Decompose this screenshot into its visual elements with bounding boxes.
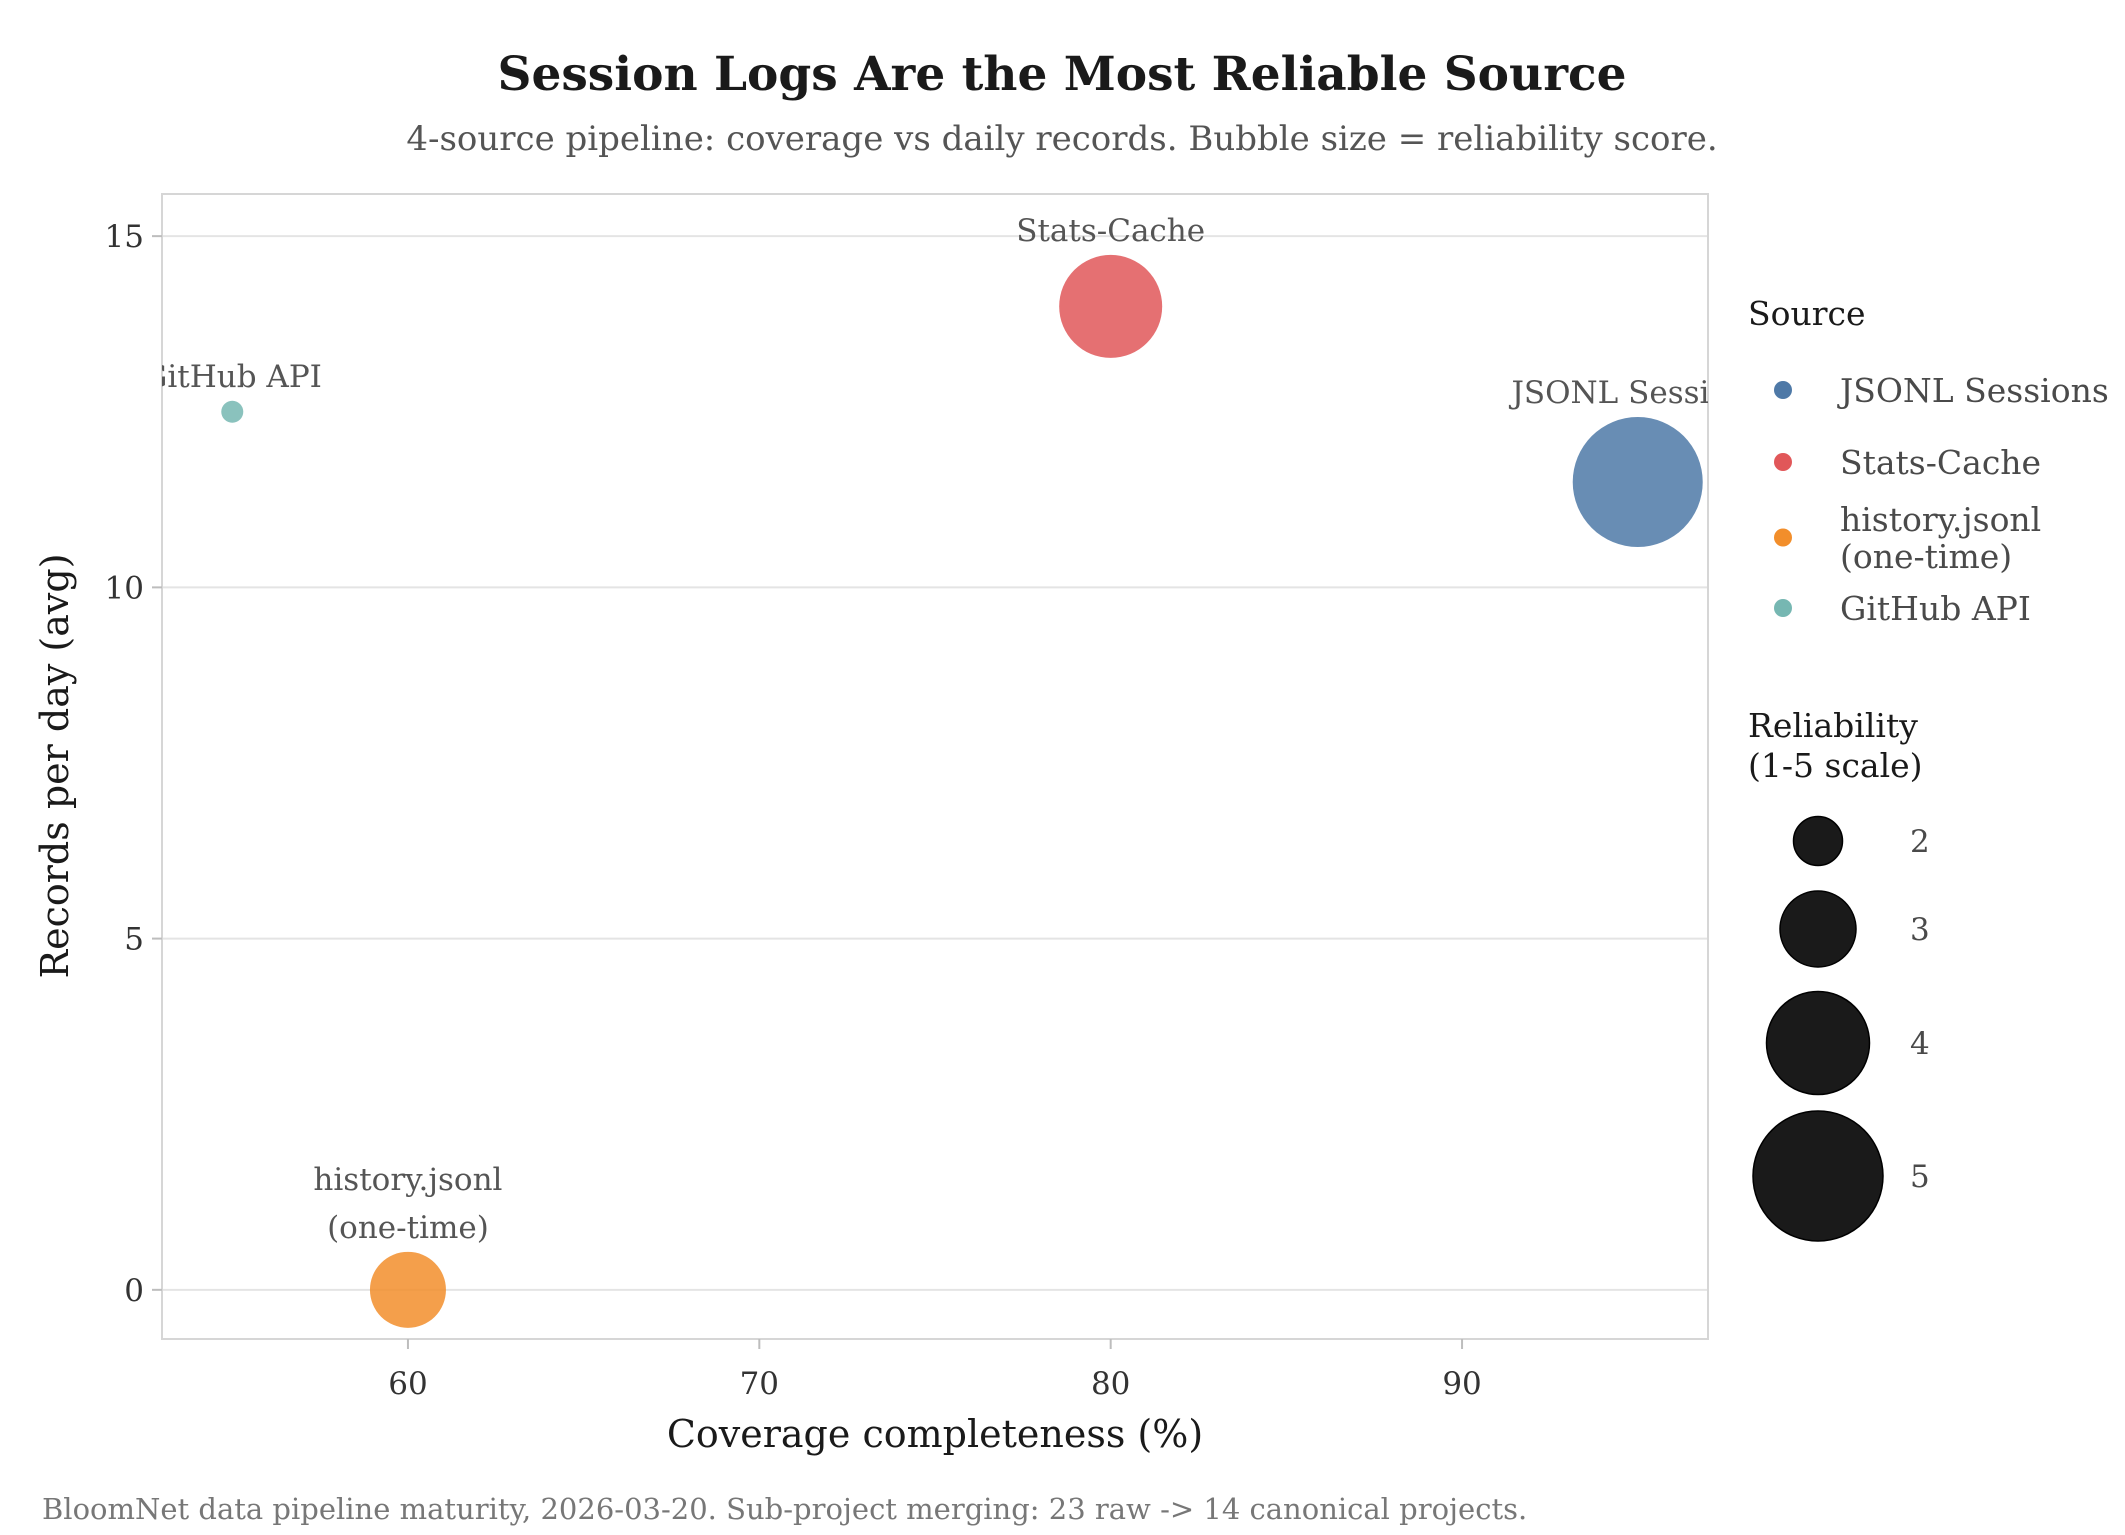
text-line: Reliability	[1748, 706, 1918, 745]
legend-source-title: Source	[1748, 294, 1866, 333]
y-tick-label: 0	[124, 1273, 144, 1309]
bubble-point	[1059, 254, 1163, 358]
bubble-point	[221, 400, 244, 423]
bubble-label: Stats-Cache	[1016, 213, 1205, 249]
chart-subtitle: 4-source pipeline: coverage vs daily rec…	[406, 119, 1717, 159]
y-axis-title: Records per day (avg)	[33, 553, 77, 978]
x-tick-label: 80	[1091, 1366, 1130, 1402]
legend-source-key	[1774, 528, 1792, 547]
y-tick-label: 15	[105, 219, 144, 255]
text-line: (1-5 scale)	[1748, 746, 1923, 785]
y-tick-label: 10	[105, 570, 144, 606]
chart-caption: BloomNet data pipeline maturity, 2026-03…	[42, 1492, 1527, 1526]
text-line: (one-time)	[327, 1210, 489, 1246]
bubble-label: GitHub API	[143, 359, 322, 395]
legend-size-key	[1779, 890, 1857, 968]
legend-size-label: 4	[1910, 1026, 1930, 1062]
x-axis-title: Coverage completeness (%)	[667, 1412, 1203, 1456]
bubble-label: JSONL Sessions	[1508, 375, 1764, 411]
bubble-point	[1572, 417, 1703, 548]
bubbles	[221, 254, 1703, 1328]
text-line: (one-time)	[1840, 537, 2012, 576]
legend-source-label: Stats-Cache	[1840, 443, 2041, 482]
text-line: Stats-Cache	[1840, 443, 2041, 482]
gridlines	[162, 235, 1708, 1291]
legend-size-key	[1752, 1110, 1884, 1242]
text-line: GitHub API	[143, 359, 322, 395]
legend-reliability-title: Reliability (1-5 scale)	[1748, 706, 1923, 785]
text-line: GitHub API	[1840, 589, 2031, 628]
chart-title: Session Logs Are the Most Reliable Sourc…	[498, 47, 1627, 102]
text-line: history.jsonl	[313, 1162, 502, 1198]
legend-reliability: Reliability (1-5 scale) 2 3 4 5	[1748, 706, 1930, 1242]
x-tick-label: 90	[1442, 1366, 1481, 1402]
point-labels: JSONL Sessions Stats-Cache history.jsonl (o…	[143, 213, 1764, 1246]
legend-source-label: history.jsonl (one-time)	[1840, 500, 2041, 576]
legend-source-key	[1774, 381, 1792, 399]
bubble-label: history.jsonl (one-time)	[313, 1162, 502, 1246]
legend-source-label: JSONL Sessions	[1837, 371, 2109, 410]
legend-size-label: 3	[1910, 912, 1930, 948]
axis-ticks: 0 5 10 15 60 70 80 90	[105, 219, 1482, 1402]
y-tick-label: 5	[124, 922, 144, 958]
legend-source-key	[1774, 453, 1792, 471]
legend-size-key	[1765, 990, 1871, 1096]
x-tick-label: 60	[388, 1366, 427, 1402]
legend-source-key	[1774, 599, 1792, 617]
text-line: history.jsonl	[1840, 500, 2041, 539]
text-line: JSONL Sessions	[1508, 375, 1764, 411]
legend-size-label: 5	[1910, 1159, 1930, 1195]
x-tick-label: 70	[740, 1366, 779, 1402]
text-line: Stats-Cache	[1016, 213, 1205, 249]
text-line: JSONL Sessions	[1837, 371, 2109, 410]
bubble-point	[369, 1251, 446, 1328]
plot-panel-border	[161, 193, 1709, 1340]
legend-source: Source JSONL Sessions Stats-Cache history.j…	[1748, 294, 2109, 628]
legend-source-label: GitHub API	[1840, 589, 2031, 628]
legend-size-label: 2	[1910, 824, 1930, 860]
legend-size-key	[1792, 815, 1844, 867]
